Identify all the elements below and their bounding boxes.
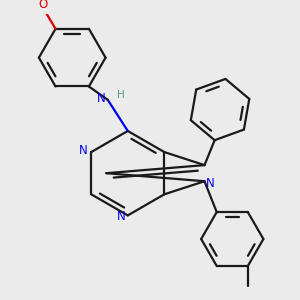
Text: O: O bbox=[39, 0, 48, 11]
Text: N: N bbox=[97, 92, 106, 105]
Text: H: H bbox=[117, 90, 125, 100]
Text: N: N bbox=[79, 145, 88, 158]
Text: N: N bbox=[206, 177, 214, 190]
Text: N: N bbox=[117, 210, 125, 223]
